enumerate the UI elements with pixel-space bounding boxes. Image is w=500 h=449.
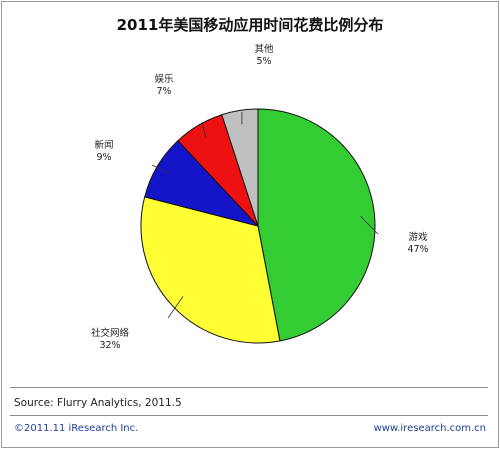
slice-value-news: 9%: [96, 152, 111, 163]
leader-line-game: [360, 216, 379, 235]
copyright-text: ©2011.11 iResearch Inc.: [14, 423, 139, 434]
leader-line-entertainment: [201, 121, 206, 138]
pie-slice-other: [221, 108, 259, 227]
chart-title: 2011年美国移动应用时间花费比例分布: [116, 16, 384, 34]
slice-label-news: 新闻: [94, 139, 113, 151]
website-link[interactable]: www.iresearch.com.cn: [373, 423, 486, 434]
slice-label-other: 其他: [254, 43, 274, 55]
slice-value-other: 5%: [256, 56, 271, 67]
slice-value-game: 47%: [407, 244, 428, 255]
pie-slices: [140, 108, 376, 344]
slice-value-social: 32%: [99, 340, 120, 351]
slice-value-entertainment: 7%: [156, 86, 171, 97]
footer-divider-bottom: [10, 415, 488, 416]
leader-lines: [151, 111, 379, 319]
source-note: Source: Flurry Analytics, 2011.5: [14, 397, 182, 409]
slice-label-social: 社交网络: [91, 327, 130, 339]
leader-line-social: [167, 296, 184, 319]
slice-label-game: 游戏: [408, 231, 428, 243]
leader-line-news: [151, 164, 170, 174]
footer-divider-top: [10, 387, 488, 388]
pie-slice-game: [257, 108, 376, 342]
slice-label-entertainment: 娱乐: [154, 73, 174, 85]
